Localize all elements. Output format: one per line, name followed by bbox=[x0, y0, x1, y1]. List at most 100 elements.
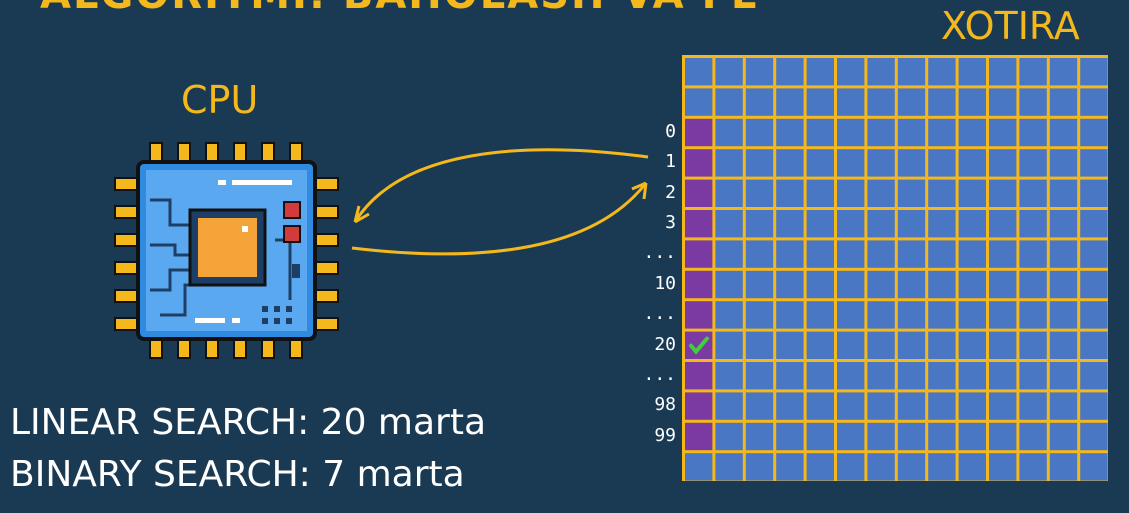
memory-cell-highlighted bbox=[685, 392, 713, 420]
memory-cell bbox=[1049, 362, 1078, 390]
memory-cell bbox=[837, 58, 865, 86]
memory-cell bbox=[1080, 362, 1108, 390]
memory-cell bbox=[745, 453, 774, 481]
memory-cell bbox=[958, 149, 986, 177]
memory-cell bbox=[1049, 210, 1078, 238]
memory-cell bbox=[776, 270, 804, 299]
memory-cell bbox=[867, 88, 895, 116]
memory-cell-highlighted bbox=[685, 301, 713, 329]
memory-cell bbox=[989, 210, 1017, 238]
memory-cell bbox=[1080, 210, 1108, 238]
memory-cell bbox=[776, 210, 804, 238]
memory-cell bbox=[715, 392, 743, 420]
memory-cell bbox=[837, 210, 865, 238]
memory-cell bbox=[776, 88, 804, 116]
memory-cell bbox=[897, 422, 926, 451]
memory-cell-highlighted bbox=[685, 362, 713, 390]
memory-cell bbox=[685, 88, 713, 116]
address-label: 10 bbox=[654, 272, 676, 294]
memory-cell bbox=[837, 362, 865, 390]
slide-title: ALGORITMI: BAHOLASH VA FE bbox=[40, 0, 760, 18]
memory-cell bbox=[806, 179, 834, 207]
memory-cell bbox=[897, 392, 926, 420]
memory-cell bbox=[806, 331, 834, 359]
memory-cell bbox=[897, 88, 926, 116]
memory-cell bbox=[1019, 453, 1047, 481]
memory-cell bbox=[867, 210, 895, 238]
memory-cell bbox=[989, 331, 1017, 359]
memory-cell bbox=[897, 270, 926, 299]
memory-cell bbox=[867, 453, 895, 481]
memory-cell bbox=[837, 240, 865, 268]
memory-cell bbox=[745, 149, 774, 177]
memory-cell-highlighted bbox=[685, 179, 713, 207]
memory-cell bbox=[958, 453, 986, 481]
memory-cell bbox=[958, 422, 986, 451]
memory-cell bbox=[958, 179, 986, 207]
memory-cell-highlighted bbox=[685, 210, 713, 238]
memory-cell bbox=[989, 422, 1017, 451]
memory-cell bbox=[867, 179, 895, 207]
memory-cell bbox=[958, 88, 986, 116]
memory-cell bbox=[837, 301, 865, 329]
memory-cell bbox=[745, 118, 774, 147]
memory-cell bbox=[928, 301, 956, 329]
memory-cell bbox=[806, 362, 834, 390]
memory-cell bbox=[837, 392, 865, 420]
memory-cell-highlighted bbox=[685, 240, 713, 268]
memory-cell bbox=[1049, 453, 1078, 481]
memory-cell bbox=[897, 362, 926, 390]
memory-cell bbox=[928, 453, 956, 481]
memory-cell bbox=[806, 58, 834, 86]
memory-cell bbox=[806, 210, 834, 238]
memory-cell bbox=[989, 149, 1017, 177]
memory-cell bbox=[715, 118, 743, 147]
arrow-icon bbox=[351, 148, 649, 256]
memory-cell bbox=[745, 362, 774, 390]
memory-cell bbox=[1080, 58, 1108, 86]
address-label: 99 bbox=[654, 424, 676, 446]
memory-cell bbox=[715, 179, 743, 207]
memory-cell bbox=[837, 270, 865, 299]
memory-cell bbox=[806, 270, 834, 299]
memory-cell bbox=[989, 88, 1017, 116]
memory-cell bbox=[867, 301, 895, 329]
memory-cell bbox=[1019, 270, 1047, 299]
memory-cell bbox=[867, 392, 895, 420]
memory-cell bbox=[715, 149, 743, 177]
cpu-chip-icon bbox=[114, 142, 339, 359]
memory-cell bbox=[745, 331, 774, 359]
memory-cell bbox=[897, 149, 926, 177]
memory-cell bbox=[958, 331, 986, 359]
memory-cell bbox=[1019, 301, 1047, 329]
memory-cell bbox=[1019, 392, 1047, 420]
memory-cell bbox=[1019, 179, 1047, 207]
memory-cell bbox=[928, 149, 956, 177]
memory-cell bbox=[928, 179, 956, 207]
address-label: ... bbox=[643, 242, 676, 264]
memory-cell bbox=[897, 240, 926, 268]
memory-cell bbox=[1019, 362, 1047, 390]
memory-cell bbox=[897, 453, 926, 481]
memory-cell-highlighted bbox=[685, 118, 713, 147]
memory-cell bbox=[1049, 392, 1078, 420]
memory-cell bbox=[928, 392, 956, 420]
memory-cell bbox=[837, 149, 865, 177]
memory-cell bbox=[776, 58, 804, 86]
memory-cell bbox=[837, 422, 865, 451]
memory-cell bbox=[989, 58, 1017, 86]
memory-cell bbox=[715, 362, 743, 390]
memory-cell bbox=[1049, 331, 1078, 359]
memory-cell bbox=[806, 392, 834, 420]
memory-cell bbox=[867, 240, 895, 268]
memory-cell bbox=[1019, 58, 1047, 86]
memory-cell bbox=[989, 179, 1017, 207]
address-label: 20 bbox=[654, 333, 676, 355]
binary-search-stat: BINARY SEARCH: 7 marta bbox=[10, 454, 465, 495]
memory-cell bbox=[897, 331, 926, 359]
address-label: 1 bbox=[665, 151, 676, 173]
memory-cell bbox=[928, 270, 956, 299]
linear-search-stat: LINEAR SEARCH: 20 marta bbox=[10, 402, 487, 443]
memory-cell bbox=[715, 422, 743, 451]
memory-cell bbox=[776, 118, 804, 147]
